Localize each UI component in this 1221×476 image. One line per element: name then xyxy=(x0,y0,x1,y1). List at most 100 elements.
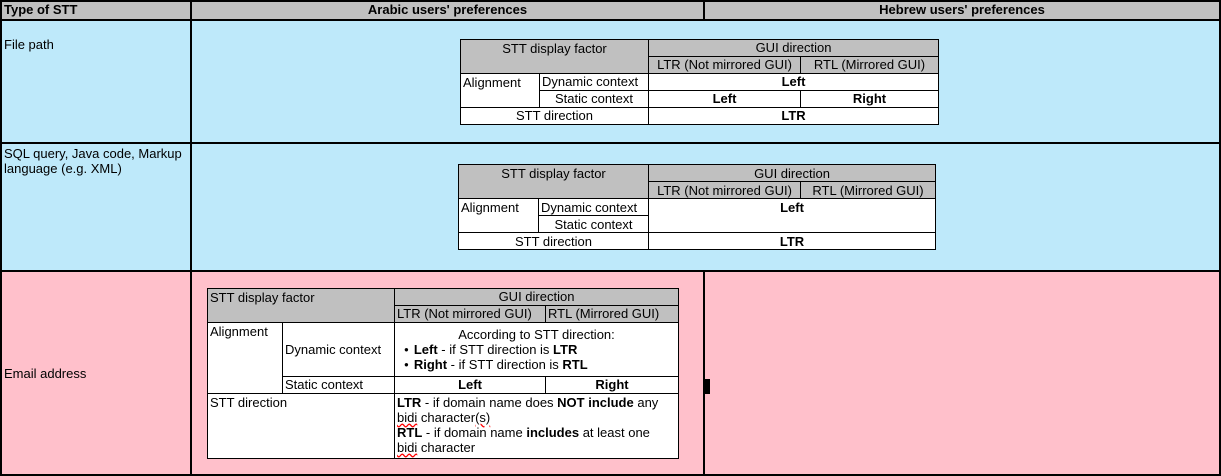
rule-direction: LTR xyxy=(397,394,422,410)
table-row: Static context Left Right xyxy=(208,375,679,394)
sql-preferences-cell: STT display factor GUI direction LTR (No… xyxy=(192,144,1219,272)
column-header-hebrew-label: Hebrew users' preferences xyxy=(879,2,1045,17)
rtl-gui-header: RTL (Mirrored GUI) xyxy=(800,181,936,199)
dynamic-alignment-rule-cell: According to STT direction: ● Left - if S… xyxy=(394,321,679,377)
dynamic-static-alignment-value: Left xyxy=(648,198,936,233)
rtl-gui-header: RTL (Mirrored GUI) xyxy=(800,55,939,74)
ltr-gui-header: LTR (Not mirrored GUI) xyxy=(648,55,801,74)
static-context-label: Static context xyxy=(282,375,395,394)
column-header-hebrew-preferences: Hebrew users' preferences xyxy=(705,2,1219,21)
bullet-rule-rtl: ● Right - if STT direction is RTL xyxy=(397,357,676,372)
column-header-arabic-preferences: Arabic users' preferences xyxy=(192,2,705,21)
table-row: STT direction LTR xyxy=(460,106,939,125)
rule-text: - if domain name xyxy=(422,424,527,440)
bullet-icon: ● xyxy=(404,344,409,354)
rule-emphasis: NOT include xyxy=(557,394,634,410)
rule-line: bidi character(s) xyxy=(397,410,676,425)
rule-line: LTR - if domain name does NOT include an… xyxy=(397,395,676,410)
rule-text: - if STT direction is xyxy=(447,356,563,372)
misspelled-word: bidi xyxy=(397,409,418,425)
alignment-label: Alignment xyxy=(207,321,283,394)
gui-direction-header: GUI direction xyxy=(648,164,936,182)
rtl-gui-header: RTL (Mirrored GUI) xyxy=(545,304,679,323)
table-row: Alignment Dynamic context Left xyxy=(460,72,939,108)
stt-direction-rule-cell: LTR - if domain name does NOT include an… xyxy=(394,392,679,459)
stt-direction-value: LTR xyxy=(648,106,939,125)
rule-line: bidi character xyxy=(397,440,676,455)
ltr-gui-header: LTR (Not mirrored GUI) xyxy=(648,181,801,199)
alignment-label: Alignment xyxy=(458,198,539,233)
bullet-rule-ltr: ● Left - if STT direction is LTR xyxy=(397,342,676,357)
row-label-file-path: File path xyxy=(2,21,192,144)
stt-direction-label: STT direction xyxy=(207,392,395,459)
table-row: Static context xyxy=(459,215,936,233)
static-ltr-value: Left xyxy=(394,375,546,394)
static-rtl-value: Right xyxy=(545,375,679,394)
dynamic-alignment-value: Left xyxy=(648,72,939,91)
stt-direction-value: LTR xyxy=(648,232,936,250)
column-header-arabic-label: Arabic users' preferences xyxy=(367,2,528,17)
gui-direction-header: GUI direction xyxy=(648,38,939,57)
rule-text: character xyxy=(417,439,476,455)
table-row: STT display factor GUI direction xyxy=(460,38,939,74)
bullet-icon: ● xyxy=(404,359,409,369)
rule-text: - if STT direction is xyxy=(437,341,554,357)
stt-display-factor-header: STT display factor xyxy=(460,38,649,74)
rule-text: at least one xyxy=(579,424,650,440)
rule-line: RTL - if domain name includes at least o… xyxy=(397,425,676,440)
static-rtl-value: Right xyxy=(800,89,939,108)
table-row: LTR (Not mirrored GUI) RTL (Mirrored GUI… xyxy=(459,181,936,199)
alignment-label: Alignment xyxy=(460,72,540,108)
rule-direction: RTL xyxy=(397,424,423,440)
file-path-preferences-table: STT display factor GUI direction LTR (No… xyxy=(460,38,939,125)
static-context-label: Static context xyxy=(538,215,649,233)
column-header-type-of-stt-label: Type of STT xyxy=(4,2,78,17)
column-header-type-of-stt: Type of STT xyxy=(2,2,192,21)
border-tick-mark xyxy=(704,379,710,394)
email-arabic-preferences-cell: STT display factor GUI direction LTR (No… xyxy=(192,272,705,474)
stt-display-factor-header: STT display factor xyxy=(458,164,649,199)
according-heading: According to STT direction: xyxy=(458,326,615,342)
misspelled-word: (s) xyxy=(475,409,491,425)
gui-direction-header: GUI direction xyxy=(394,287,679,306)
email-address-label: Email address xyxy=(4,365,87,381)
sql-query-label: SQL query, Java code, Markup language (e… xyxy=(4,146,182,176)
dynamic-context-label: Dynamic context xyxy=(282,321,395,377)
stt-direction-label: STT direction xyxy=(458,232,649,250)
table-row: LTR (Not mirrored GUI) RTL (Mirrored GUI… xyxy=(208,304,679,323)
file-path-preferences-cell: STT display factor GUI direction LTR (No… xyxy=(192,21,1219,144)
rule-text: character xyxy=(417,409,476,425)
stt-display-factor-header: STT display factor xyxy=(207,287,395,323)
static-context-label: Static context xyxy=(539,89,649,108)
dynamic-context-label: Dynamic context xyxy=(539,72,649,91)
misspelled-word: bidi xyxy=(397,439,418,455)
rule-direction: RTL xyxy=(562,356,588,372)
table-row: LTR (Not mirrored GUI) RTL (Mirrored GUI… xyxy=(461,55,939,74)
rule-emphasis: includes xyxy=(526,424,580,440)
email-preferences-table: STT display factor GUI direction LTR (No… xyxy=(207,287,679,459)
table-row: STT display factor GUI direction xyxy=(458,164,936,199)
stt-direction-label: STT direction xyxy=(460,106,649,125)
rule-lead: Right xyxy=(413,356,448,372)
static-ltr-value: Left xyxy=(648,89,801,108)
ltr-domain-rule: LTR - if domain name does NOT include an… xyxy=(397,395,676,425)
dynamic-context-label: Dynamic context xyxy=(538,198,649,216)
row-label-sql-query: SQL query, Java code, Markup language (e… xyxy=(2,144,192,272)
rtl-domain-rule: RTL - if domain name includes at least o… xyxy=(397,425,676,455)
table-row: STT direction LTR - if domain name does … xyxy=(207,392,679,459)
rule-text: any xyxy=(633,394,659,410)
sql-preferences-table: STT display factor GUI direction LTR (No… xyxy=(458,164,936,250)
rule-text: - if domain name does xyxy=(421,394,558,410)
file-path-label: File path xyxy=(4,37,54,52)
email-hebrew-preferences-cell xyxy=(705,272,1219,474)
table-row: STT display factor GUI direction xyxy=(207,287,679,323)
rule-lead: Left xyxy=(413,341,438,357)
table-row: STT direction LTR xyxy=(458,232,936,250)
row-label-email-address: Email address xyxy=(2,272,192,474)
ltr-gui-header: LTR (Not mirrored GUI) xyxy=(394,304,546,323)
table-row: Alignment Dynamic context Left xyxy=(458,198,936,233)
rule-direction: LTR xyxy=(553,341,578,357)
table-row: Alignment Dynamic context According to S… xyxy=(207,321,679,394)
